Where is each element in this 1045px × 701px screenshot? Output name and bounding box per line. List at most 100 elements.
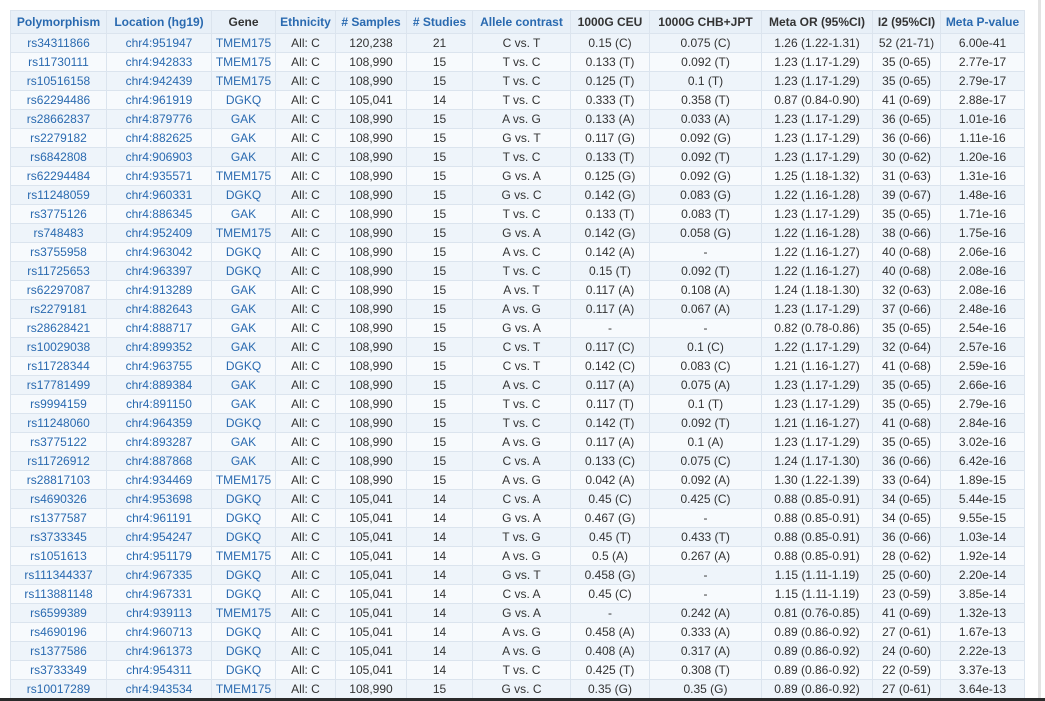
cell-location[interactable]: chr4:954247	[106, 527, 212, 547]
cell-location[interactable]: chr4:954311	[106, 660, 212, 680]
cell-polymorphism[interactable]: rs3775122	[10, 432, 107, 452]
cell-meta-p-value: 2.84e-16	[940, 413, 1025, 433]
cell-polymorphism[interactable]: rs10017289	[10, 679, 107, 699]
cell-gene: TMEM175	[211, 52, 276, 72]
cell-allele-contrast: C vs. T	[472, 337, 571, 357]
cell-gene: TMEM175	[211, 223, 276, 243]
cell-polymorphism[interactable]: rs2279181	[10, 299, 107, 319]
cell-polymorphism[interactable]: rs1377587	[10, 508, 107, 528]
table-row: rs4690196 chr4:960713 DGKQ All: C 105,041 14 A…	[10, 622, 1025, 642]
cell-location[interactable]: chr4:942833	[106, 52, 212, 72]
cell-polymorphism[interactable]: rs10516158	[10, 71, 107, 91]
cell-location[interactable]: chr4:964359	[106, 413, 212, 433]
cell-ceu-freq: 0.35 (G)	[570, 679, 650, 699]
cell-location[interactable]: chr4:887868	[106, 451, 212, 471]
column-header-samples[interactable]: # Samples	[335, 10, 407, 34]
cell-location[interactable]: chr4:939113	[106, 603, 212, 623]
column-header-studies[interactable]: # Studies	[406, 10, 473, 34]
cell-polymorphism[interactable]: rs2279182	[10, 128, 107, 148]
cell-meta-p-value: 2.66e-16	[940, 375, 1025, 395]
cell-location[interactable]: chr4:961191	[106, 508, 212, 528]
cell-polymorphism[interactable]: rs3775126	[10, 204, 107, 224]
cell-polymorphism[interactable]: rs28628421	[10, 318, 107, 338]
cell-gene: GAK	[211, 280, 276, 300]
cell-location[interactable]: chr4:882625	[106, 128, 212, 148]
cell-location[interactable]: chr4:967331	[106, 584, 212, 604]
cell-location[interactable]: chr4:952409	[106, 223, 212, 243]
cell-polymorphism[interactable]: rs11248059	[10, 185, 107, 205]
cell-location[interactable]: chr4:942439	[106, 71, 212, 91]
cell-polymorphism[interactable]: rs11728344	[10, 356, 107, 376]
cell-location[interactable]: chr4:889384	[106, 375, 212, 395]
cell-ethnicity: All: C	[275, 128, 336, 148]
cell-ceu-freq: 0.117 (A)	[570, 299, 650, 319]
cell-polymorphism[interactable]: rs6599389	[10, 603, 107, 623]
column-header-allele-contrast[interactable]: Allele contrast	[472, 10, 571, 34]
cell-location[interactable]: chr4:961919	[106, 90, 212, 110]
cell-location[interactable]: chr4:913289	[106, 280, 212, 300]
cell-location[interactable]: chr4:967335	[106, 565, 212, 585]
column-header-meta-p-value[interactable]: Meta P-value	[940, 10, 1025, 34]
cell-location[interactable]: chr4:963755	[106, 356, 212, 376]
cell-polymorphism[interactable]: rs62294484	[10, 166, 107, 186]
cell-polymorphism[interactable]: rs3733349	[10, 660, 107, 680]
cell-polymorphism[interactable]: rs62294486	[10, 90, 107, 110]
cell-location[interactable]: chr4:953698	[106, 489, 212, 509]
cell-gene: TMEM175	[211, 470, 276, 490]
cell-polymorphism[interactable]: rs11248060	[10, 413, 107, 433]
cell-location[interactable]: chr4:888717	[106, 318, 212, 338]
cell-location[interactable]: chr4:960713	[106, 622, 212, 642]
cell-polymorphism[interactable]: rs6842808	[10, 147, 107, 167]
cell-ceu-freq: 0.133 (C)	[570, 451, 650, 471]
cell-polymorphism[interactable]: rs3755958	[10, 242, 107, 262]
cell-location[interactable]: chr4:935571	[106, 166, 212, 186]
column-header-location[interactable]: Location (hg19)	[106, 10, 212, 34]
cell-polymorphism[interactable]: rs28662837	[10, 109, 107, 129]
cell-polymorphism[interactable]: rs111344337	[10, 565, 107, 585]
cell-polymorphism[interactable]: rs748483	[10, 223, 107, 243]
cell-location[interactable]: chr4:893287	[106, 432, 212, 452]
cell-polymorphism[interactable]: rs113881148	[10, 584, 107, 604]
cell-polymorphism[interactable]: rs11730111	[10, 52, 107, 72]
cell-ethnicity: All: C	[275, 33, 336, 53]
cell-meta-or: 0.89 (0.86-0.92)	[761, 660, 873, 680]
cell-polymorphism[interactable]: rs1051613	[10, 546, 107, 566]
cell-polymorphism[interactable]: rs28817103	[10, 470, 107, 490]
cell-location[interactable]: chr4:899352	[106, 337, 212, 357]
cell-i2: 23 (0-59)	[872, 584, 941, 604]
cell-i2: 52 (21-71)	[872, 33, 941, 53]
cell-polymorphism[interactable]: rs4690326	[10, 489, 107, 509]
cell-location[interactable]: chr4:934469	[106, 470, 212, 490]
cell-meta-or: 0.89 (0.86-0.92)	[761, 641, 873, 661]
cell-meta-or: 1.22 (1.17-1.29)	[761, 337, 873, 357]
table-row: rs9994159 chr4:891150 GAK All: C 108,990 15 T …	[10, 394, 1025, 414]
cell-allele-contrast: T vs. C	[472, 413, 571, 433]
cell-location[interactable]: chr4:879776	[106, 109, 212, 129]
cell-location[interactable]: chr4:963042	[106, 242, 212, 262]
cell-location[interactable]: chr4:891150	[106, 394, 212, 414]
cell-location[interactable]: chr4:963397	[106, 261, 212, 281]
cell-location[interactable]: chr4:906903	[106, 147, 212, 167]
cell-polymorphism[interactable]: rs11726912	[10, 451, 107, 471]
cell-location[interactable]: chr4:961373	[106, 641, 212, 661]
cell-polymorphism[interactable]: rs3733345	[10, 527, 107, 547]
cell-location[interactable]: chr4:951179	[106, 546, 212, 566]
cell-location[interactable]: chr4:951947	[106, 33, 212, 53]
column-header-polymorphism[interactable]: Polymorphism	[10, 10, 107, 34]
cell-location[interactable]: chr4:882643	[106, 299, 212, 319]
cell-polymorphism[interactable]: rs4690196	[10, 622, 107, 642]
cell-polymorphism[interactable]: rs10029038	[10, 337, 107, 357]
cell-polymorphism[interactable]: rs34311866	[10, 33, 107, 53]
cell-polymorphism[interactable]: rs62297087	[10, 280, 107, 300]
table-row: rs62297087 chr4:913289 GAK All: C 108,990 15 A…	[10, 280, 1025, 300]
cell-polymorphism[interactable]: rs1377586	[10, 641, 107, 661]
cell-location[interactable]: chr4:943534	[106, 679, 212, 699]
cell-polymorphism[interactable]: rs9994159	[10, 394, 107, 414]
cell-meta-p-value: 1.01e-16	[940, 109, 1025, 129]
cell-chb-jpt-freq: -	[649, 565, 762, 585]
cell-location[interactable]: chr4:960331	[106, 185, 212, 205]
cell-polymorphism[interactable]: rs11725653	[10, 261, 107, 281]
cell-location[interactable]: chr4:886345	[106, 204, 212, 224]
cell-polymorphism[interactable]: rs17781499	[10, 375, 107, 395]
column-header-ethnicity[interactable]: Ethnicity	[275, 10, 336, 34]
